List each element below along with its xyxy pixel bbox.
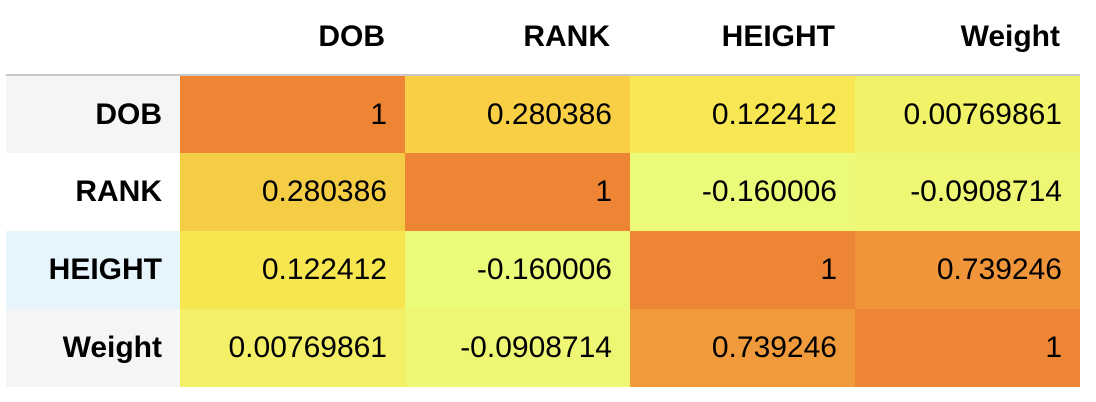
table-cell: 0.739246	[855, 231, 1080, 309]
table-cell: 1	[405, 153, 630, 231]
table-row: DOB 1 0.280386 0.122412 0.00769861	[6, 75, 1080, 153]
table-cell: 1	[855, 309, 1080, 387]
table-row: HEIGHT 0.122412 -0.160006 1 0.739246	[6, 231, 1080, 309]
column-header-height: HEIGHT	[630, 0, 855, 76]
column-header-dob: DOB	[180, 0, 405, 76]
table-cell: -0.160006	[405, 231, 630, 309]
row-header-rank: RANK	[75, 175, 162, 208]
table-cell: -0.0908714	[855, 153, 1080, 231]
column-header-weight: Weight	[855, 0, 1080, 76]
row-header-weight: Weight	[6, 309, 180, 387]
index-corner	[6, 0, 180, 76]
table-cell: 0.739246	[630, 309, 855, 387]
table-cell: 0.00769861	[180, 309, 405, 387]
table-cell: 0.280386	[405, 75, 630, 153]
table-cell: 0.122412	[180, 231, 405, 309]
table-cell: -0.160006	[630, 153, 855, 231]
table-cell: 0.122412	[630, 75, 855, 153]
header-row: DOB RANK HEIGHT Weight	[6, 0, 1080, 76]
table-row: RANK 0.280386 1 -0.160006 -0.0908714	[6, 153, 1080, 231]
column-header-rank: RANK	[405, 0, 630, 76]
table-cell: -0.0908714	[405, 309, 630, 387]
table-cell: 1	[180, 75, 405, 153]
table-cell: 0.280386	[180, 153, 405, 231]
table-cell: 0.00769861	[855, 75, 1080, 153]
row-header-dob: DOB	[6, 75, 180, 153]
table-row: Weight 0.00769861 -0.0908714 0.739246 1	[6, 309, 1080, 387]
correlation-table: DOB RANK HEIGHT Weight DOB 1 0.280386 0.…	[6, 0, 1080, 387]
table-cell: 1	[630, 231, 855, 309]
row-header-height: HEIGHT	[6, 231, 180, 309]
